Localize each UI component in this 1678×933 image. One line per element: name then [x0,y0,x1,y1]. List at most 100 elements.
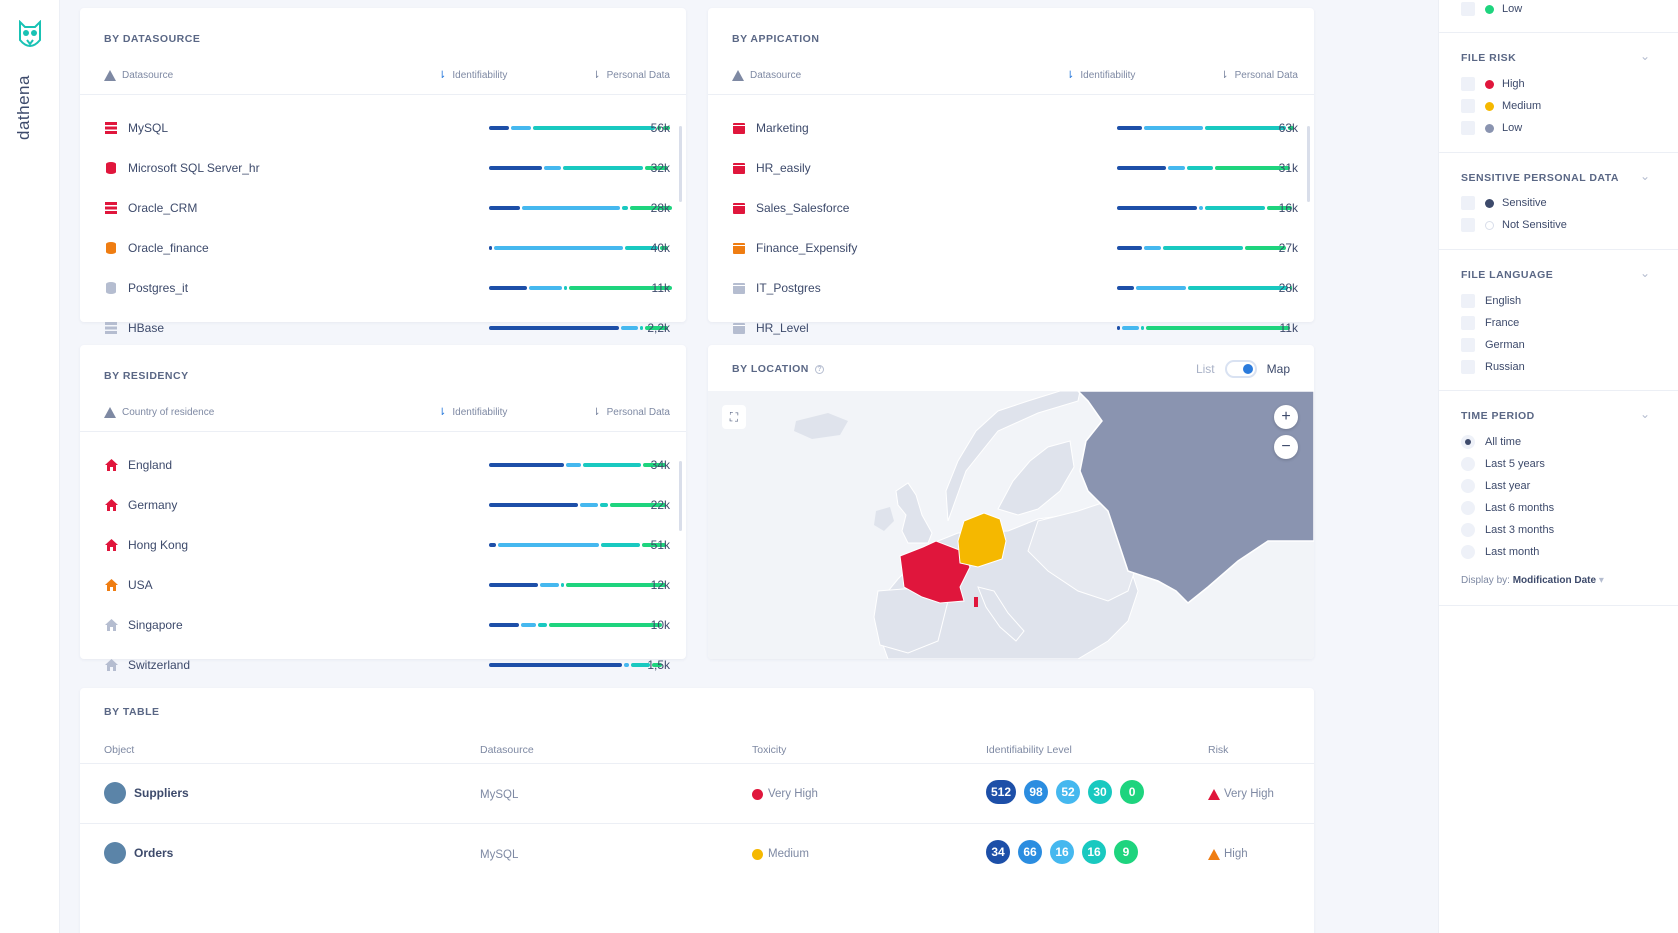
radio-last-3-months[interactable]: Last 3 months [1461,523,1554,537]
filter-option-france[interactable]: France [1461,316,1519,330]
map-land [895,482,933,544]
checkbox[interactable] [1461,338,1475,352]
radio-button[interactable] [1461,457,1475,471]
filter-option-sensitive[interactable]: Sensitive [1461,196,1547,210]
checkbox[interactable] [1461,77,1475,91]
th-risk[interactable]: Risk [1208,744,1229,756]
filter-option-low[interactable]: Low [1461,2,1522,16]
radio-last-year[interactable]: Last year [1461,479,1530,493]
list-item[interactable]: HR_easily 31k [732,148,1298,188]
list-view-label[interactable]: List [1195,362,1215,376]
map-land [945,391,1081,522]
checkbox[interactable] [1461,360,1475,374]
chevron-down-icon[interactable]: ▾ [1598,575,1604,586]
checkbox[interactable] [1461,294,1475,308]
list-item[interactable]: Marketing 63k [732,108,1298,148]
th-datasource[interactable]: Datasource [480,744,534,756]
object-cell[interactable]: Orders [104,842,173,864]
radio-button[interactable] [1461,435,1475,449]
map-svg [794,391,1314,659]
filter-option-not-sensitive[interactable]: Not Sensitive [1461,218,1567,232]
section-title[interactable]: FILE LANGUAGE [1461,269,1554,281]
col-personal-data[interactable]: ⇂ Personal Data [592,407,670,418]
filter-option-low[interactable]: Low [1461,121,1522,135]
list-item[interactable]: Singapore 10k [104,605,670,645]
section-title[interactable]: TIME PERIOD [1461,410,1535,422]
chevron-down-icon[interactable]: ⌄ [1639,169,1650,183]
checkbox[interactable] [1461,2,1475,16]
filter-option-medium[interactable]: Medium [1461,99,1541,113]
list-map-switch[interactable] [1224,360,1257,378]
fullscreen-icon[interactable]: ⛶ [722,405,746,429]
col-country[interactable]: Country of residence [104,407,214,418]
col-datasource[interactable]: Datasource [104,70,173,81]
table-row[interactable]: Orders MySQL Medium 34 66 16 16 9 High [80,823,1314,883]
table-row[interactable]: Suppliers MySQL Very High 512 98 52 30 0… [80,763,1314,823]
checkbox[interactable] [1461,316,1475,330]
section-title[interactable]: FILE RISK [1461,52,1517,64]
scrollbar[interactable] [679,461,682,531]
chevron-down-icon[interactable]: ⌄ [1639,407,1650,421]
filter-option-german[interactable]: German [1461,338,1525,352]
col-identifiability[interactable]: ⇂ Identifiability [1066,70,1135,81]
chevron-down-icon[interactable]: ⌄ [1639,49,1650,63]
display-by-selector[interactable]: Display by: Modification Date ▾ [1461,575,1604,586]
zoom-in-button[interactable]: + [1274,405,1298,429]
owl-logo-icon[interactable] [17,20,43,52]
checkbox[interactable] [1461,121,1475,135]
th-identifiability[interactable]: Identifiability Level [986,744,1072,756]
th-toxicity[interactable]: Toxicity [752,744,787,756]
list-item[interactable]: Postgres_it 11k [104,268,672,308]
filter-option-high[interactable]: High [1461,77,1525,91]
radio-button[interactable] [1461,545,1475,559]
skull-icon [752,848,763,860]
checkbox[interactable] [1461,196,1475,210]
filter-option-russian[interactable]: Russian [1461,360,1525,374]
col-identifiability[interactable]: ⇂ Identifiability [438,70,507,81]
radio-button[interactable] [1461,501,1475,515]
col-personal-data[interactable]: ⇂ Personal Data [592,70,670,81]
item-label: MySQL [128,121,169,135]
help-icon[interactable]: ? [815,364,825,374]
list-item[interactable]: Sales_Salesforce 16k [732,188,1298,228]
list-item[interactable]: HBase 2,2k [104,308,670,348]
radio-button[interactable] [1461,479,1475,493]
list-item[interactable]: Hong Kong 51k [104,525,670,565]
col-datasource[interactable]: Datasource [732,70,801,81]
col-personal-data[interactable]: ⇂ Personal Data [1220,70,1298,81]
filter-option-english[interactable]: English [1461,294,1521,308]
divider [80,431,686,432]
checkbox[interactable] [1461,99,1475,113]
list-item[interactable]: HR_Level 11k [732,308,1298,348]
scrollbar[interactable] [679,126,682,202]
list-item[interactable]: Germany 22k [104,485,670,525]
radio-all-time[interactable]: All time [1461,435,1521,449]
list-item[interactable]: Finance_Expensify 27k [732,228,1298,268]
scrollbar[interactable] [1307,126,1310,202]
datasource-card: BY DATASOURCE Datasource ⇂ Identifiabili… [80,8,686,335]
radio-last-6-months[interactable]: Last 6 months [1461,501,1554,515]
zoom-out-button[interactable]: − [1274,435,1298,459]
chevron-down-icon[interactable]: ⌄ [1639,266,1650,280]
list-item[interactable]: Oracle_CRM 28k [104,188,672,228]
list-item[interactable]: England 34k [104,445,670,485]
radio-last-month[interactable]: Last month [1461,545,1539,559]
checkbox[interactable] [1461,218,1475,232]
th-object[interactable]: Object [104,744,135,756]
list-item[interactable]: Switzerland 1,5k [104,645,670,685]
option-label: Medium [1502,100,1542,112]
list-item[interactable]: MySQL 56k [104,108,670,148]
list-item[interactable]: IT_Postgres 28k [732,268,1298,308]
list-item[interactable]: Microsoft SQL Server_hr 32k [104,148,670,188]
map-view-label[interactable]: Map [1266,362,1290,376]
radio-last-5-years[interactable]: Last 5 years [1461,457,1545,471]
section-title[interactable]: SENSITIVE PERSONAL DATA [1461,172,1619,184]
object-cell[interactable]: Suppliers [104,782,189,804]
col-identifiability[interactable]: ⇂ Identifiability [438,407,507,418]
display-by-value[interactable]: Modification Date [1512,575,1597,586]
europe-map[interactable]: ⛶ + − [708,391,1314,659]
radio-button[interactable] [1461,523,1475,537]
list-item[interactable]: Oracle_finance 40k [104,228,670,268]
list-item[interactable]: USA 12k [104,565,670,605]
sort-icon: ⇂ [592,70,601,81]
